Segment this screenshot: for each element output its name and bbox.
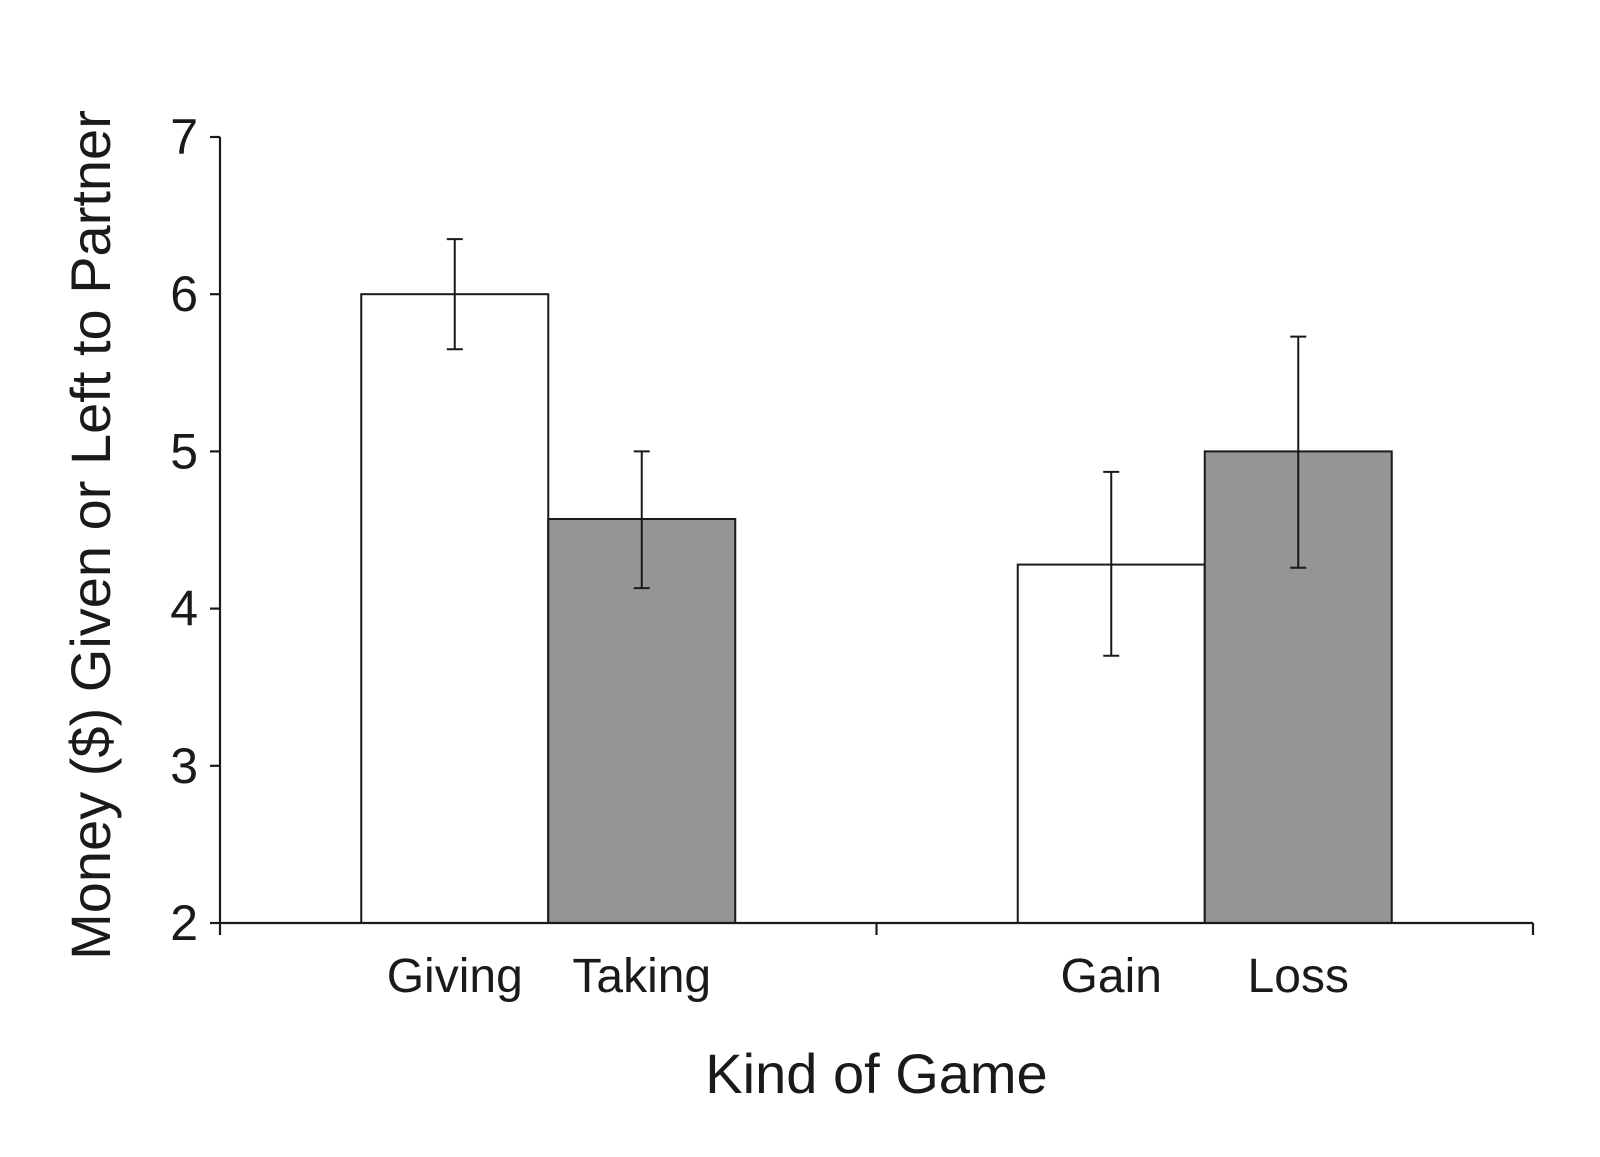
x-axis-title: Kind of Game xyxy=(705,1042,1047,1105)
x-category-label: Loss xyxy=(1248,950,1349,1003)
bar-giving xyxy=(360,293,550,924)
x-category-label: Giving xyxy=(387,950,523,1003)
y-axis-ticks: 2 3 4 5 6 7 xyxy=(170,109,220,951)
plot-area xyxy=(360,238,1393,924)
y-tick-label: 2 xyxy=(170,895,198,951)
y-tick-label: 4 xyxy=(170,581,198,637)
y-tick-label: 5 xyxy=(170,423,198,479)
x-category-label: Gain xyxy=(1061,950,1162,1003)
y-tick-label: 7 xyxy=(170,109,198,165)
y-tick-label: 6 xyxy=(170,266,198,322)
y-tick-label: 3 xyxy=(170,738,198,794)
x-axis-ticks: Giving Taking Gain Loss xyxy=(218,923,1535,1003)
y-axis-title: Money ($) Given or Left to Partner xyxy=(59,110,122,960)
x-category-label: Taking xyxy=(572,950,711,1003)
